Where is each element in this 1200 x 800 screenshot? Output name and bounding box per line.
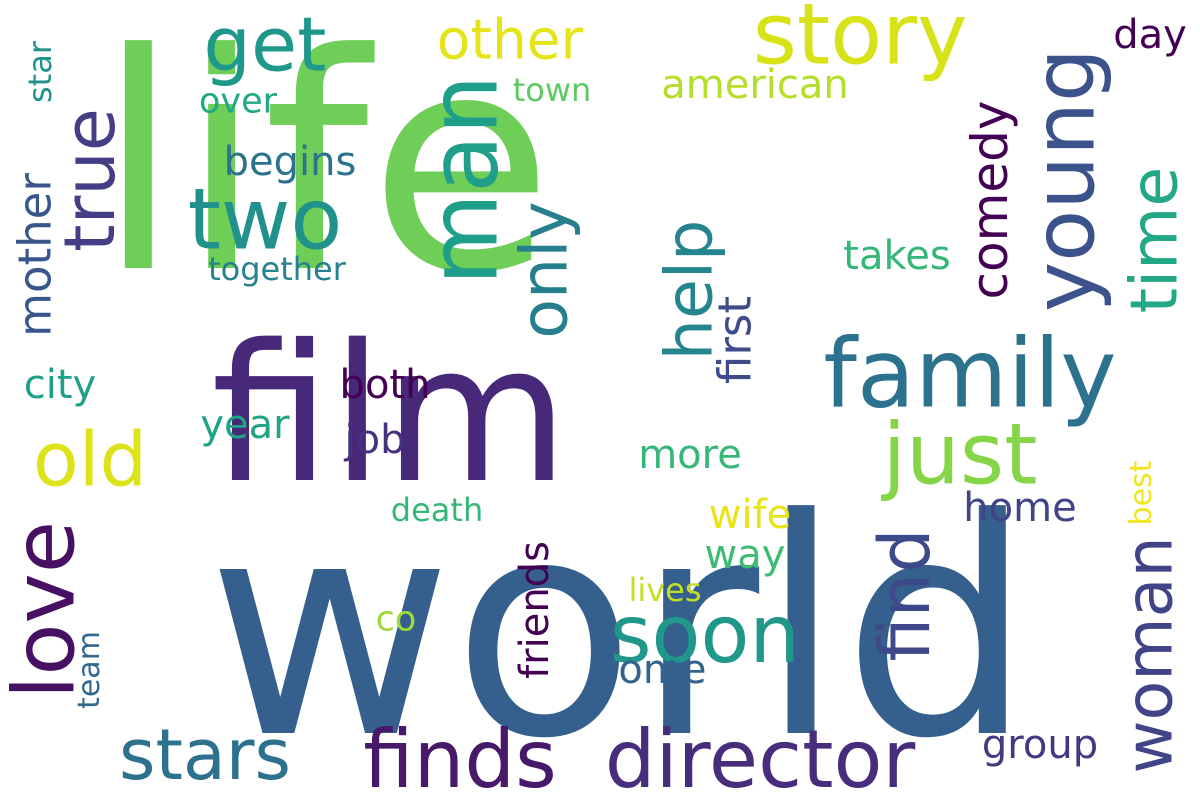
- word-comedy: comedy: [961, 100, 1019, 300]
- word-death: death: [390, 491, 484, 529]
- word-story: story: [752, 0, 968, 85]
- word-takes: takes: [843, 233, 951, 279]
- word-group: group: [981, 722, 1099, 768]
- word-year: year: [200, 402, 290, 448]
- word-film: film: [211, 304, 569, 525]
- word-only: only: [507, 201, 583, 339]
- word-co: co: [375, 599, 417, 640]
- word-over: over: [198, 81, 278, 122]
- word-family: family: [823, 319, 1117, 430]
- word-first: first: [708, 296, 762, 384]
- word-soon: soon: [609, 588, 801, 681]
- word-man: man: [409, 74, 520, 286]
- word-star: star: [21, 41, 59, 103]
- word-two: two: [187, 170, 343, 270]
- word-stars: stars: [118, 714, 292, 796]
- word-world: world: [206, 455, 1034, 800]
- word-lives: lives: [628, 571, 702, 609]
- word-both: both: [339, 362, 431, 408]
- word-way: way: [704, 532, 786, 578]
- word-woman: woman: [1112, 536, 1188, 774]
- word-best: best: [1124, 460, 1159, 526]
- word-friends: friends: [512, 541, 558, 679]
- word-old: old: [32, 415, 148, 504]
- word-town: town: [512, 71, 592, 109]
- word-true: true: [49, 108, 131, 252]
- word-other: other: [436, 7, 584, 72]
- word-time: time: [1117, 166, 1193, 314]
- word-more: more: [638, 432, 742, 478]
- word-find: find: [864, 528, 946, 662]
- word-together: together: [208, 250, 346, 288]
- word-wife: wife: [708, 492, 792, 538]
- word-some: some: [597, 647, 707, 693]
- word-begins: begins: [223, 139, 357, 185]
- word-just: just: [882, 405, 1038, 505]
- word-finds: finds: [363, 713, 557, 800]
- word-american: american: [661, 62, 849, 108]
- word-get: get: [203, 0, 327, 89]
- word-life: life: [96, 0, 554, 339]
- word-city: city: [23, 362, 97, 408]
- word-director: director: [604, 713, 916, 800]
- word-team: team: [72, 631, 107, 709]
- word-job: job: [344, 417, 406, 463]
- word-home: home: [963, 485, 1077, 531]
- word-young: young: [1015, 47, 1115, 313]
- word-day: day: [1113, 12, 1187, 58]
- word-mother: mother: [8, 173, 62, 337]
